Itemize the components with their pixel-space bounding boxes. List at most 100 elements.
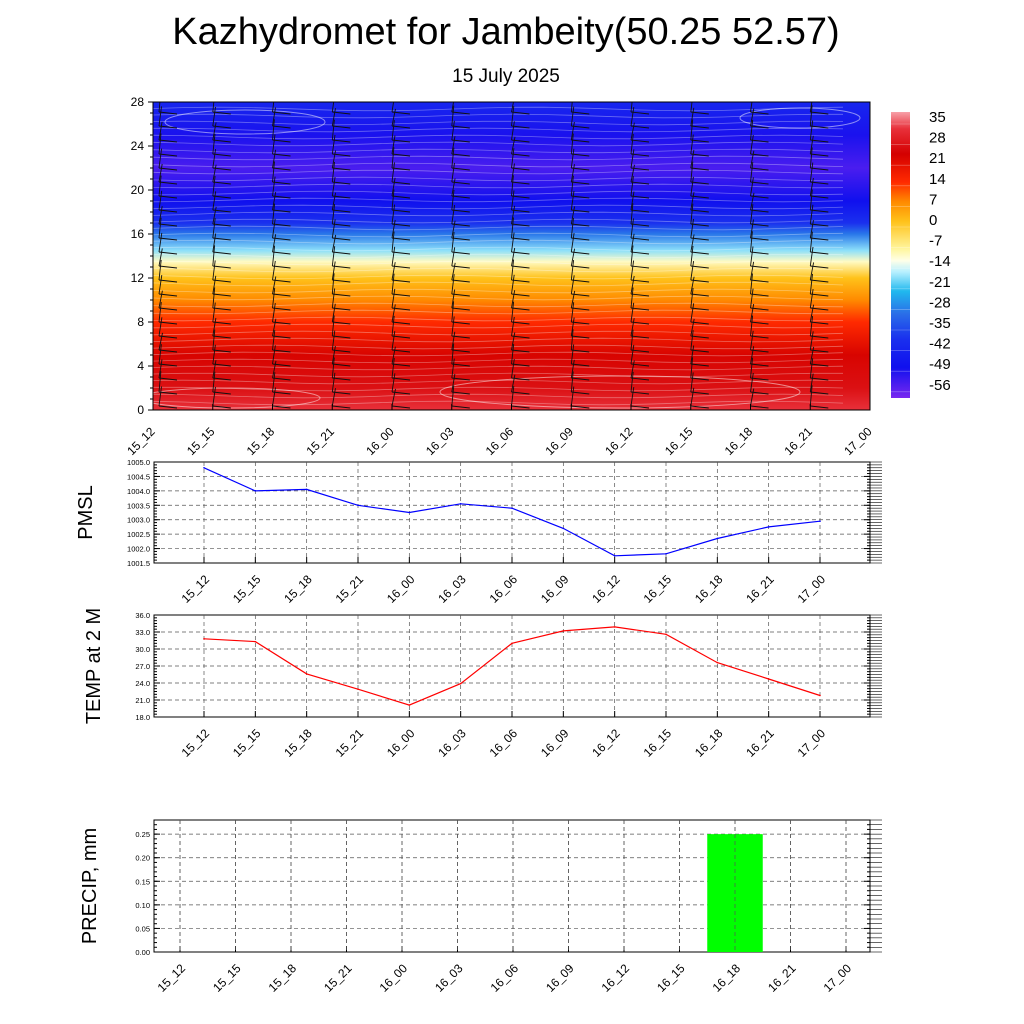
wind-barb-staff <box>451 120 455 141</box>
y-tick-label: 30.0 <box>135 645 150 654</box>
wind-barb-flag <box>750 209 769 213</box>
wind-barb-flag <box>212 139 231 143</box>
wind-barb-flag <box>511 405 530 409</box>
isotherm-line <box>153 379 844 385</box>
y-tick-label: 28 <box>131 95 145 109</box>
x-tick-label: 16_03 <box>423 424 457 458</box>
wind-barb-flag <box>272 139 291 143</box>
wind-barb-flag <box>212 307 231 311</box>
wind-barb-flag <box>391 293 411 297</box>
wind-barb-staff <box>511 332 516 351</box>
wind-barb-staff <box>331 134 336 155</box>
wind-barb-flag <box>332 293 351 297</box>
wind-barb-flag <box>690 153 709 157</box>
wind-barb-flag <box>272 405 291 409</box>
wind-barb-flag <box>272 181 291 185</box>
wind-barb-staff <box>158 371 162 393</box>
wind-barb-flag <box>690 167 709 171</box>
x-tick-label: 16_09 <box>542 424 576 458</box>
wind-barb-staff <box>158 190 163 211</box>
isotherm-line <box>153 330 844 336</box>
wind-barb-flag <box>810 377 829 381</box>
isotherm-line <box>153 302 844 308</box>
wind-barb-flag <box>451 307 470 311</box>
wind-barb-flag <box>750 405 769 409</box>
wind-barb-staff <box>750 150 755 169</box>
series-point <box>408 511 411 514</box>
y-tick-label: 24.0 <box>135 679 150 688</box>
wind-barb-flag <box>212 321 231 325</box>
wind-barb-staff <box>690 149 695 169</box>
series-point <box>357 504 359 507</box>
wind-barb-flag <box>511 181 530 185</box>
wind-barb-flag <box>332 265 351 269</box>
wind-barb-flag <box>690 335 709 339</box>
x-tick-label: 15_15 <box>184 424 218 458</box>
wind-barb-staff <box>272 330 276 351</box>
wind-barb-flag <box>869 252 870 253</box>
wind-barb-flag <box>212 111 231 115</box>
x-tick-label: 16_00 <box>384 726 418 760</box>
wind-barb-staff <box>750 273 753 295</box>
wind-barb-staff <box>809 304 815 323</box>
wind-barb-staff <box>212 344 216 365</box>
wind-barb-staff <box>212 191 217 211</box>
x-tick-label: 16_03 <box>435 572 469 606</box>
wind-barb-staff <box>331 161 335 183</box>
wind-barb-staff <box>272 276 277 295</box>
wind-barb-flag <box>158 391 178 395</box>
wind-barb-staff <box>511 274 515 295</box>
wind-barb-staff <box>570 290 576 309</box>
wind-barb-flag <box>158 223 178 227</box>
x-tick-label: 16_12 <box>599 961 633 995</box>
wind-barb-flag <box>272 153 291 157</box>
wind-barb-staff <box>750 303 755 323</box>
wind-barb-staff <box>391 147 395 169</box>
wind-barb-flag <box>630 153 650 157</box>
wind-barb-flag <box>810 181 829 185</box>
wind-barb-staff <box>869 193 870 196</box>
wind-barb-staff <box>212 260 216 281</box>
wind-barb-flag <box>869 112 870 113</box>
wind-barb-staff <box>158 259 162 281</box>
wind-barb-flag <box>158 321 178 325</box>
x-tick-label: 16_03 <box>435 726 469 760</box>
x-tick-label: 16_09 <box>538 726 572 760</box>
wind-barb-staff <box>570 275 575 295</box>
wind-barb-staff <box>391 135 396 155</box>
wind-barb-flag <box>391 237 411 241</box>
wind-barb-staff <box>331 177 336 197</box>
wind-barb-staff <box>391 231 395 253</box>
wind-barb-flag <box>511 251 530 255</box>
wind-barb-flag <box>571 237 590 241</box>
wind-barb-staff <box>630 260 635 281</box>
wind-barb-staff <box>690 234 695 253</box>
isotherm-line <box>153 344 844 350</box>
wind-barb-staff <box>212 133 216 155</box>
wind-barb-flag <box>571 195 590 199</box>
wind-barb-staff <box>570 386 575 407</box>
wind-barb-flag <box>869 140 870 141</box>
colorbar-label: -42 <box>929 336 951 353</box>
colorbar-label: 21 <box>929 150 946 167</box>
wind-barb-staff <box>511 374 516 393</box>
colorbar-label: -56 <box>929 377 951 394</box>
wind-barb-staff <box>212 371 216 393</box>
wind-barb-flag <box>750 279 769 283</box>
series-point <box>357 688 359 691</box>
wind-barb-flag <box>391 335 411 339</box>
wind-barb-staff <box>750 135 754 155</box>
wind-barb-flag <box>511 125 530 129</box>
series-point <box>408 704 411 706</box>
y-tick-label: 1004.0 <box>127 487 150 496</box>
wind-barb-staff <box>451 262 456 281</box>
wind-barb-staff <box>451 105 455 127</box>
wind-barb-flag <box>750 223 769 227</box>
wind-barb-flag <box>332 391 351 395</box>
wind-barb-flag <box>630 223 650 227</box>
wind-barb-staff <box>212 386 216 407</box>
wind-barb-flag <box>511 349 530 353</box>
wind-barb-staff <box>331 204 336 225</box>
series-point <box>305 488 308 491</box>
y-tick-label: 0.15 <box>135 877 150 886</box>
